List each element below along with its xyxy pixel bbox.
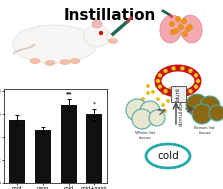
Text: *: * [93,101,96,106]
Circle shape [126,99,148,121]
Circle shape [155,84,159,88]
Circle shape [181,18,187,24]
Circle shape [171,91,176,96]
Circle shape [194,73,198,77]
Circle shape [173,28,179,34]
Circle shape [182,31,188,37]
Circle shape [158,112,162,116]
Circle shape [158,73,162,77]
Circle shape [156,97,160,101]
Ellipse shape [146,144,190,168]
Ellipse shape [109,39,118,43]
Circle shape [188,69,193,73]
Text: Brown fat
tissue: Brown fat tissue [194,126,215,135]
Circle shape [178,24,184,30]
Ellipse shape [160,15,182,43]
Circle shape [132,109,152,129]
Ellipse shape [180,15,202,43]
Ellipse shape [70,59,80,64]
Ellipse shape [92,20,102,28]
Circle shape [169,21,175,27]
Circle shape [194,84,198,89]
Circle shape [200,96,220,116]
Circle shape [151,90,155,94]
Circle shape [180,91,185,96]
Circle shape [163,89,168,93]
Circle shape [180,66,185,70]
Bar [61,105,77,183]
Circle shape [173,93,177,97]
Bar [9,120,25,183]
Circle shape [209,105,223,121]
Circle shape [187,24,193,30]
Bar [35,130,51,183]
Circle shape [156,79,160,83]
Circle shape [140,101,160,121]
Text: blunt: blunt [176,86,180,101]
Text: **: ** [65,91,72,96]
Ellipse shape [30,59,40,64]
Circle shape [158,84,162,89]
Circle shape [171,66,176,70]
Circle shape [149,110,165,126]
Circle shape [168,87,172,91]
Text: stimulate: stimulate [179,100,184,125]
Circle shape [151,103,155,107]
Ellipse shape [84,25,110,47]
Text: Instillation: Instillation [64,8,156,23]
Circle shape [192,104,212,124]
Circle shape [196,79,200,83]
Ellipse shape [45,60,55,66]
Circle shape [186,94,208,116]
Circle shape [161,91,165,95]
Circle shape [146,84,150,88]
Circle shape [163,109,167,113]
Circle shape [146,91,150,95]
Circle shape [175,16,181,22]
FancyBboxPatch shape [171,85,186,101]
Bar [86,114,102,183]
Text: cold: cold [157,151,179,161]
Circle shape [141,97,145,101]
Circle shape [185,26,191,32]
Text: White fat
tissue: White fat tissue [135,131,155,140]
Circle shape [166,99,170,103]
Circle shape [161,103,165,107]
Ellipse shape [60,60,70,64]
Ellipse shape [106,34,114,40]
Circle shape [188,89,193,93]
Circle shape [99,31,103,35]
Circle shape [163,69,168,73]
Circle shape [170,29,176,35]
Ellipse shape [12,25,97,63]
